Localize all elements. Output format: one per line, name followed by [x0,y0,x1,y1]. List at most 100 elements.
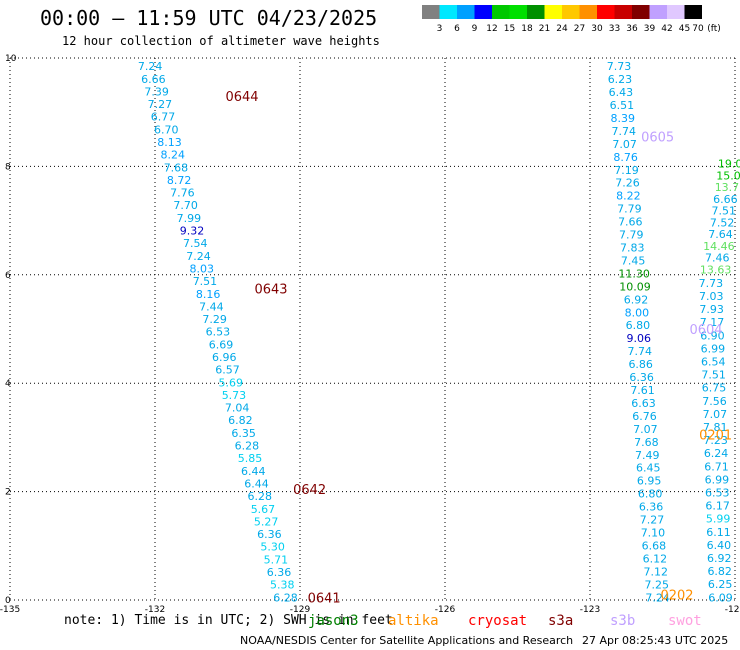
track-b-swh-value: 6.63 [631,397,656,410]
colorbar-swatch [614,5,632,19]
track-b-swh-value: 6.92 [624,293,649,306]
satellite-legend-item: s3a [548,613,574,629]
track-d-swh-value: 7.46 [705,252,730,265]
track-a-swh-value: 6.96 [212,351,237,364]
pass-label: 0644 [225,90,258,105]
x-tick-label: -120 [725,605,740,615]
track-c-swh-value: 7.56 [702,395,727,408]
track-b-swh-value: 7.83 [620,242,645,255]
colorbar-level-label: 15 [504,24,515,34]
track-a-swh-value: 6.35 [231,427,256,440]
track-d-swh-value: 13.63 [700,263,732,276]
y-tick-label: 10 [5,54,17,64]
track-b-swh-value: 6.36 [639,501,664,514]
x-tick-label: -132 [145,605,165,615]
track-b-swh-value: 11.30 [618,267,650,280]
track-c-swh-value: 6.11 [706,526,731,539]
colorbar-level-label: 39 [644,24,656,34]
colorbar-level-label: 45 [679,24,690,34]
track-b-swh-value: 7.12 [644,565,669,578]
track-b-swh-value: 8.39 [611,112,636,125]
pass-label: 0201 [699,429,732,444]
x-tick-label: -126 [435,605,456,615]
colorbar-swatch [632,5,650,19]
track-c-swh-value: 6.99 [705,473,730,486]
track-d-swh-value: 7.64 [708,228,733,241]
colorbar-level-label: 42 [661,24,672,34]
generated-timestamp: 27 Apr 08:25:43 UTC 2025 [582,634,729,647]
track-d-swh-value: 7.52 [710,216,735,229]
colorbar-level-label: 27 [574,24,585,34]
track-c-swh-value: 6.53 [705,487,730,500]
y-tick-label: 0 [5,596,11,606]
track-c-swh-value: 7.23 [703,434,728,447]
page-subtitle: 12 hour collection of altimeter wave hei… [62,34,380,48]
track-a-swh-value: 7.76 [170,187,195,200]
track-a-swh-value: 6.70 [154,123,179,136]
x-tick-label: -129 [290,605,311,615]
track-a-swh-value: 6.82 [228,414,253,427]
colorbar-swatch [509,5,527,19]
colorbar-swatch [667,5,685,19]
track-a-swh-value: 7.44 [199,300,224,313]
track-a-swh-value: 7.04 [225,402,250,415]
track-b-swh-value: 7.26 [615,177,640,190]
track-b-swh-value: 6.86 [628,358,653,371]
track-b-swh-value: 7.79 [619,229,644,242]
track-a-swh-value: 6.53 [206,326,231,339]
track-a-swh-value: 7.51 [193,275,218,288]
colorbar-level-label: 33 [609,24,620,34]
track-b-swh-value: 7.19 [614,164,639,177]
track-d-swh-value: 14.46 [703,240,735,253]
satellite-legend-item: swot [668,613,702,629]
footer-note: note: 1) Time is in UTC; 2) SWH is in fe… [64,613,393,628]
track-c-swh-value: 7.51 [701,369,726,382]
track-c-swh-value: 7.81 [703,421,728,434]
track-c-swh-value: 6.17 [705,500,730,513]
track-a-swh-value: 6.36 [257,528,282,541]
track-a-swh-value: 5.73 [222,389,247,402]
track-c-swh-value: 7.17 [700,316,725,329]
track-b-swh-value: 8.22 [616,190,641,203]
track-b-swh-value: 7.66 [618,216,643,229]
colorbar-swatch [527,5,545,19]
colorbar-level-label: 30 [591,24,603,34]
track-b-swh-value: 6.43 [609,86,634,99]
pass-label: 0643 [254,282,287,297]
track-a-swh-value: 5.30 [260,541,285,554]
track-a-swh-value: 5.71 [264,553,289,566]
track-a-swh-value: 6.28 [247,490,272,503]
track-a-swh-value: 6.44 [244,477,269,490]
track-b-swh-value: 7.27 [640,514,665,527]
track-b-swh-value: 9.06 [627,332,652,345]
colorbar-level-label: 21 [539,24,550,34]
track-a-swh-value: 5.69 [218,376,243,389]
x-tick-label: -123 [580,605,600,615]
track-a-swh-value: 7.70 [173,199,198,212]
track-b-swh-value: 7.61 [630,384,655,397]
track-b-swh-value: 10.09 [619,280,651,293]
colorbar-swatch [474,5,492,19]
pass-label: 0642 [293,483,326,498]
track-c-swh-value: 6.24 [704,447,729,460]
track-b-swh-value: 7.25 [644,578,669,591]
track-b-swh-value: 6.95 [637,475,662,488]
track-b-swh-value: 6.45 [636,462,661,475]
track-d-swh-value: 19.0 [718,158,740,171]
track-c-swh-value: 6.71 [704,460,729,473]
track-a-swh-value: 7.54 [183,237,208,250]
colorbar-swatch [649,5,667,19]
colorbar-level-label: 24 [556,24,568,34]
colorbar-level-label: 6 [454,24,460,34]
colorbar-swatch [597,5,615,19]
colorbar-level-label: 36 [626,24,638,34]
track-a-swh-value: 8.72 [167,174,192,187]
track-c-swh-value: 6.82 [707,565,732,578]
track-c-swh-value: 6.54 [701,356,726,369]
track-b-swh-value: 6.76 [632,410,657,423]
track-b-swh-value: 7.79 [617,203,642,216]
track-a-swh-value: 5.27 [254,515,279,528]
track-c-swh-value: 6.09 [708,591,733,604]
y-tick-label: 8 [5,162,11,172]
track-b-swh-value: 6.80 [626,319,651,332]
